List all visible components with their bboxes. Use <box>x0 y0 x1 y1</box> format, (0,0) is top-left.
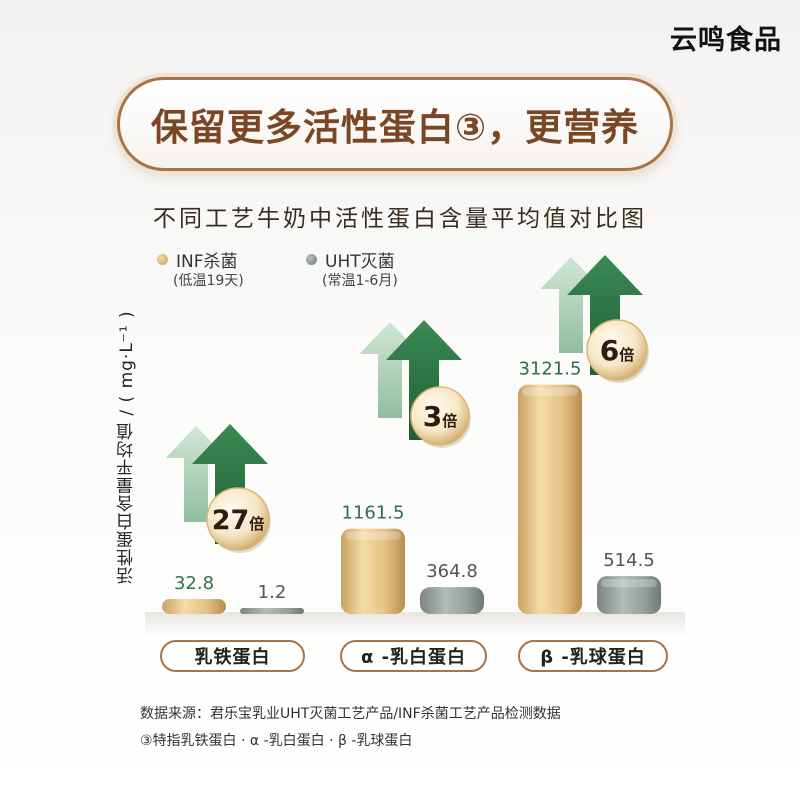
multiplier-label: 3倍 <box>423 400 458 433</box>
category-label-beta-lactoglobulin: β -乳球蛋白 <box>518 640 668 672</box>
badge-circle <box>410 386 470 446</box>
growth-arrow-main <box>192 424 268 544</box>
bar-inf-alpha-lactalbumin <box>341 528 405 614</box>
category-label-lactoferrin: 乳铁蛋白 <box>160 640 305 672</box>
growth-arrow-alpha-lactalbumin <box>359 320 462 440</box>
legend-swatch-uht <box>306 254 317 265</box>
footnote-protein-definition: ③特指乳铁蛋白 · α -乳白蛋白 · β -乳球蛋白 <box>140 733 413 749</box>
chart-title: 不同工艺牛奶中活性蛋白含量平均值对比图 <box>153 206 647 232</box>
growth-arrow-main <box>567 255 643 375</box>
value-label-inf-lactoferrin: 32.8 <box>174 573 214 594</box>
legend-note-inf: (低温19天) <box>173 273 244 289</box>
headline-text: 保留更多活性蛋白③，更营养 <box>150 106 640 149</box>
legend-note-uht: (常温1-6月) <box>322 273 398 289</box>
growth-arrow-main <box>386 320 462 440</box>
multiplier-label: 6倍 <box>600 334 635 367</box>
bar-uht-beta-lactoglobulin <box>597 576 661 614</box>
bar-highlight <box>601 579 657 588</box>
multiplier-badge-beta-lactoglobulin: 6倍 <box>586 319 649 383</box>
multiplier-badge-lactoferrin: 27倍 <box>206 487 271 553</box>
growth-arrow-beta-lactoglobulin <box>540 255 643 375</box>
bar-highlight <box>345 531 401 540</box>
chart-floor <box>145 612 685 638</box>
legend-label-uht: UHT灭菌 <box>325 252 395 272</box>
value-label-inf-beta-lactoglobulin: 3121.5 <box>519 359 582 380</box>
badge-circle <box>206 487 270 551</box>
multiplier-label: 27倍 <box>212 505 265 536</box>
value-label-uht-lactoferrin: 1.2 <box>258 582 287 603</box>
headline-banner: 保留更多活性蛋白③，更营养 <box>117 77 673 171</box>
category-label-alpha-lactalbumin: α -乳白蛋白 <box>340 640 487 672</box>
legend-swatch-inf <box>157 254 168 265</box>
value-label-uht-alpha-lactalbumin: 364.8 <box>426 561 478 582</box>
bar-highlight <box>522 387 578 396</box>
bar-inf-beta-lactoglobulin <box>518 384 582 614</box>
growth-arrow-lactoferrin <box>165 424 268 544</box>
bar-uht-alpha-lactalbumin <box>420 587 484 614</box>
multiplier-badge-alpha-lactalbumin: 3倍 <box>410 386 471 448</box>
value-label-uht-beta-lactoglobulin: 514.5 <box>603 550 655 571</box>
brand-name: 云鸣食品 <box>670 25 782 56</box>
bar-inf-lactoferrin <box>162 599 226 614</box>
bar-uht-lactoferrin <box>240 608 304 614</box>
badge-circle <box>586 319 648 381</box>
footnote-data-source: 数据来源：君乐宝乳业UHT灭菌工艺产品/INF杀菌工艺产品检测数据 <box>140 706 561 722</box>
value-label-inf-alpha-lactalbumin: 1161.5 <box>342 503 405 524</box>
legend-label-inf: INF杀菌 <box>176 252 238 272</box>
